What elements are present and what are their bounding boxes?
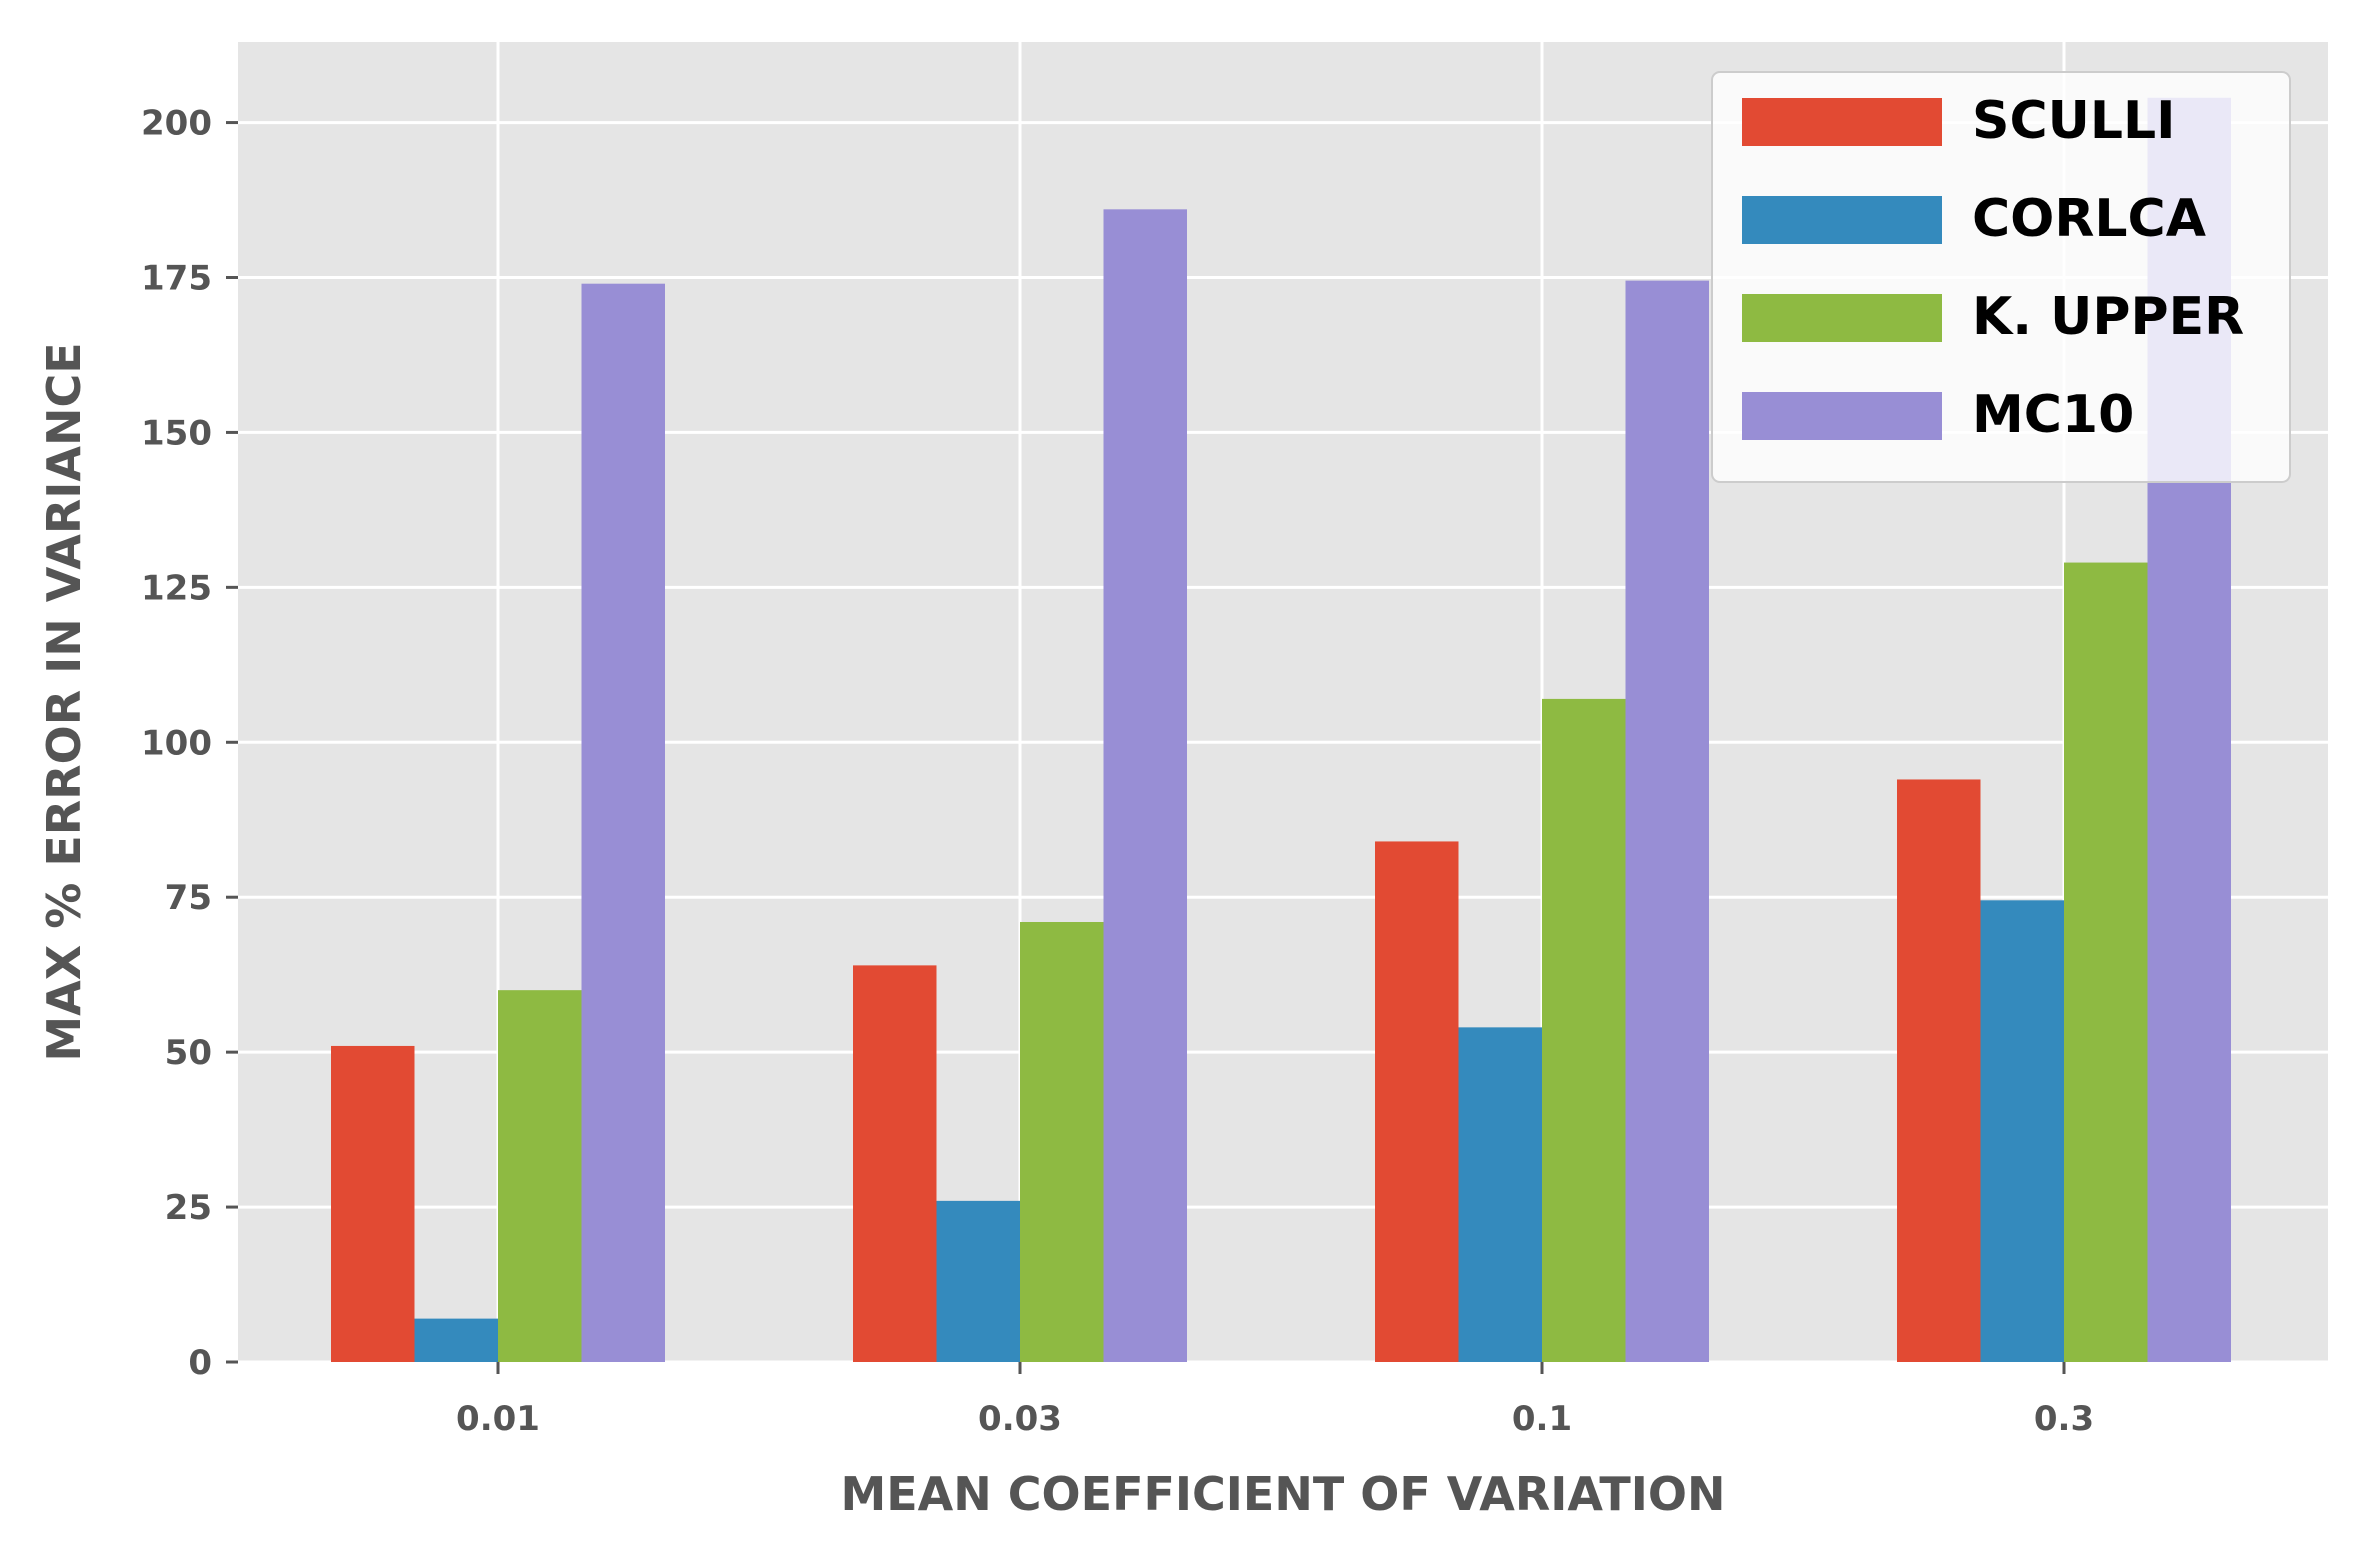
bar-corlca-0.3 <box>1980 900 2064 1362</box>
x-tick-label: 0.03 <box>978 1399 1062 1439</box>
bar-corlca-0.1 <box>1458 1027 1542 1362</box>
bar-k-upper-0.01 <box>498 990 582 1362</box>
legend-swatch <box>1742 392 1942 440</box>
y-tick-label: 50 <box>165 1033 212 1073</box>
bar-k-upper-0.03 <box>1020 922 1104 1362</box>
x-axis-label: MEAN COEFFICIENT OF VARIATION <box>840 1467 1725 1521</box>
legend-box <box>1711 71 2291 483</box>
y-axis-label: MAX % ERROR IN VARIANCE <box>37 342 91 1061</box>
bar-sculli-0.01 <box>331 1045 415 1362</box>
y-tick-label: 0 <box>188 1343 212 1383</box>
bar-mc10-0.01 <box>581 283 665 1362</box>
bar-sculli-0.03 <box>853 965 937 1362</box>
y-tick-label: 150 <box>141 413 212 453</box>
y-tick-label: 75 <box>165 878 212 918</box>
bar-mc10-0.03 <box>1103 209 1187 1362</box>
bar-k-upper-0.1 <box>1542 698 1626 1362</box>
legend-label: CORLCA <box>1972 189 2206 249</box>
y-tick-label: 25 <box>165 1188 212 1228</box>
y-tick-label: 125 <box>141 568 212 608</box>
bar-sculli-0.3 <box>1897 779 1981 1362</box>
bar-corlca-0.01 <box>414 1318 498 1362</box>
bar-k-upper-0.3 <box>2064 562 2148 1362</box>
y-tick-label: 175 <box>141 258 212 298</box>
legend-label: SCULLI <box>1972 91 2175 151</box>
x-tick-label: 0.3 <box>2034 1399 2094 1439</box>
y-tick-label: 100 <box>141 723 212 763</box>
bar-corlca-0.03 <box>936 1200 1020 1362</box>
bar-sculli-0.1 <box>1375 841 1459 1362</box>
bar-mc10-0.1 <box>1625 280 1709 1362</box>
legend-label: MC10 <box>1972 385 2134 445</box>
bars <box>331 97 2231 1362</box>
x-tick-label: 0.1 <box>1512 1399 1572 1439</box>
legend-swatch <box>1742 98 1942 146</box>
y-axis-ticks: 0 25 50 75 100 125 150 175 200 <box>141 104 238 1383</box>
y-tick-label: 200 <box>141 104 212 144</box>
legend-swatch <box>1742 294 1942 342</box>
legend: SCULLI CORLCA K. UPPER MC10 <box>1711 71 2291 483</box>
legend-label: K. UPPER <box>1972 287 2244 347</box>
legend-swatch <box>1742 196 1942 244</box>
x-axis-ticks: 0.01 0.03 0.1 0.3 <box>456 1362 2094 1439</box>
x-tick-label: 0.01 <box>456 1399 540 1439</box>
